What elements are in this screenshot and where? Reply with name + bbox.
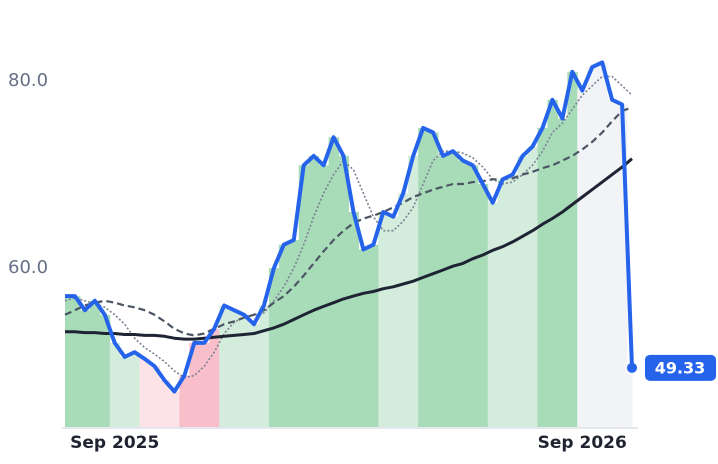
regime-band xyxy=(607,99,618,428)
regime-band xyxy=(288,240,300,427)
regime-band xyxy=(378,212,389,427)
value-badge xyxy=(645,354,716,381)
regime-band xyxy=(89,300,101,427)
regime-band xyxy=(278,244,290,427)
regime-band xyxy=(457,160,469,427)
regime-band xyxy=(258,305,270,427)
regime-band xyxy=(69,296,81,427)
regime-band xyxy=(149,366,160,427)
x-tick-label: Sep 2026 xyxy=(538,433,627,453)
regime-band xyxy=(129,352,141,427)
regime-band xyxy=(119,356,131,427)
regime-band xyxy=(99,314,111,427)
last-point xyxy=(627,362,637,373)
regime-band xyxy=(308,155,320,428)
regime-band xyxy=(587,67,598,427)
regime-band xyxy=(109,342,121,427)
value-badge-label: 49.33 xyxy=(655,358,706,377)
regime-band xyxy=(627,367,633,427)
regime-band xyxy=(497,179,509,427)
regime-band xyxy=(159,380,170,427)
regime-band xyxy=(179,375,190,427)
regime-band xyxy=(268,268,280,427)
series-line xyxy=(65,157,633,341)
regime-band xyxy=(298,165,310,427)
regime-band xyxy=(249,324,260,427)
regime-band xyxy=(547,99,558,428)
regime-band xyxy=(537,127,548,427)
y-tick-label: 60.0 xyxy=(8,257,48,278)
regime-band xyxy=(477,183,489,427)
regime-band xyxy=(617,104,628,427)
regime-band xyxy=(398,193,409,427)
series-line xyxy=(64,106,633,337)
series-line xyxy=(64,75,633,379)
regime-band xyxy=(467,165,479,427)
regime-band xyxy=(507,174,519,427)
regime-band xyxy=(487,202,499,427)
regime-band xyxy=(318,165,330,427)
regime-band xyxy=(358,249,369,427)
regime-band xyxy=(338,155,349,428)
series-line xyxy=(65,60,634,394)
regime-band xyxy=(169,391,180,427)
regime-band xyxy=(229,310,240,427)
regime-band xyxy=(209,328,220,427)
regime-band xyxy=(388,216,399,427)
regime-band xyxy=(219,305,230,427)
regime-band xyxy=(557,118,568,428)
regime-band xyxy=(517,155,529,428)
regime-band xyxy=(368,244,379,427)
regime-band xyxy=(428,132,439,428)
y-tick-label: 80.0 xyxy=(8,70,48,91)
regime-band xyxy=(597,62,608,427)
regime-band xyxy=(438,155,449,428)
regime-band xyxy=(527,146,538,427)
regime-band xyxy=(239,314,250,427)
regime-band xyxy=(408,155,419,428)
regime-band xyxy=(447,151,459,427)
regime-band xyxy=(328,137,340,427)
regime-band xyxy=(199,342,210,427)
regime-band xyxy=(139,358,151,427)
regime-band xyxy=(567,71,578,428)
x-tick-label: Sep 2025 xyxy=(70,433,159,453)
regime-band xyxy=(577,90,588,427)
regime-band xyxy=(79,310,91,427)
regime-band xyxy=(189,342,200,427)
regime-band xyxy=(65,296,71,427)
regime-band xyxy=(348,212,359,427)
